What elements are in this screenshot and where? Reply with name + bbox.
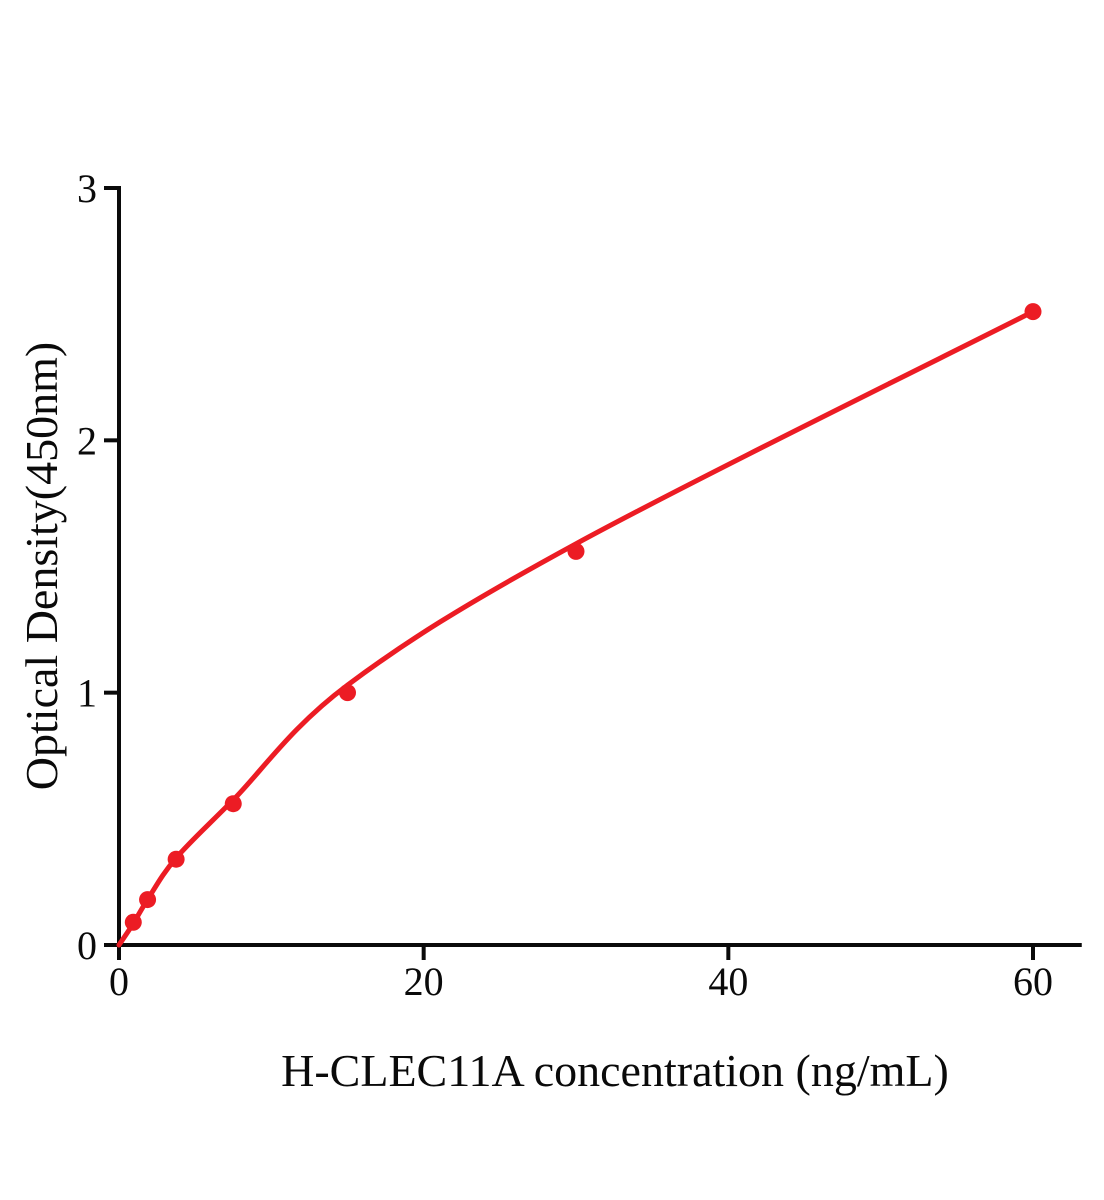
x-tick-label: 20 <box>404 959 444 1004</box>
y-tick-label: 1 <box>77 671 97 716</box>
x-tick-label: 0 <box>109 959 129 1004</box>
x-tick-label: 60 <box>1013 959 1053 1004</box>
fit-curve-line <box>116 309 1036 948</box>
x-axis-title: H-CLEC11A concentration (ng/mL) <box>281 1045 949 1096</box>
y-tick-label: 3 <box>77 166 97 211</box>
y-axis-title: Optical Density(450nm) <box>16 342 67 790</box>
data-point-marker <box>124 913 142 931</box>
data-point-marker <box>339 684 356 702</box>
data-point-marker <box>224 795 242 813</box>
data-point-marker <box>167 850 185 868</box>
plot-layer <box>116 303 1042 948</box>
x-tick-label: 40 <box>708 959 748 1004</box>
data-point-marker <box>1024 303 1042 321</box>
y-tick-label: 0 <box>77 923 97 968</box>
data-point-marker <box>139 891 157 909</box>
data-point-marker <box>567 542 585 560</box>
y-tick-label: 2 <box>77 418 97 463</box>
axes-layer: 0 20 40 60 0 1 2 3 <box>77 166 1082 1004</box>
